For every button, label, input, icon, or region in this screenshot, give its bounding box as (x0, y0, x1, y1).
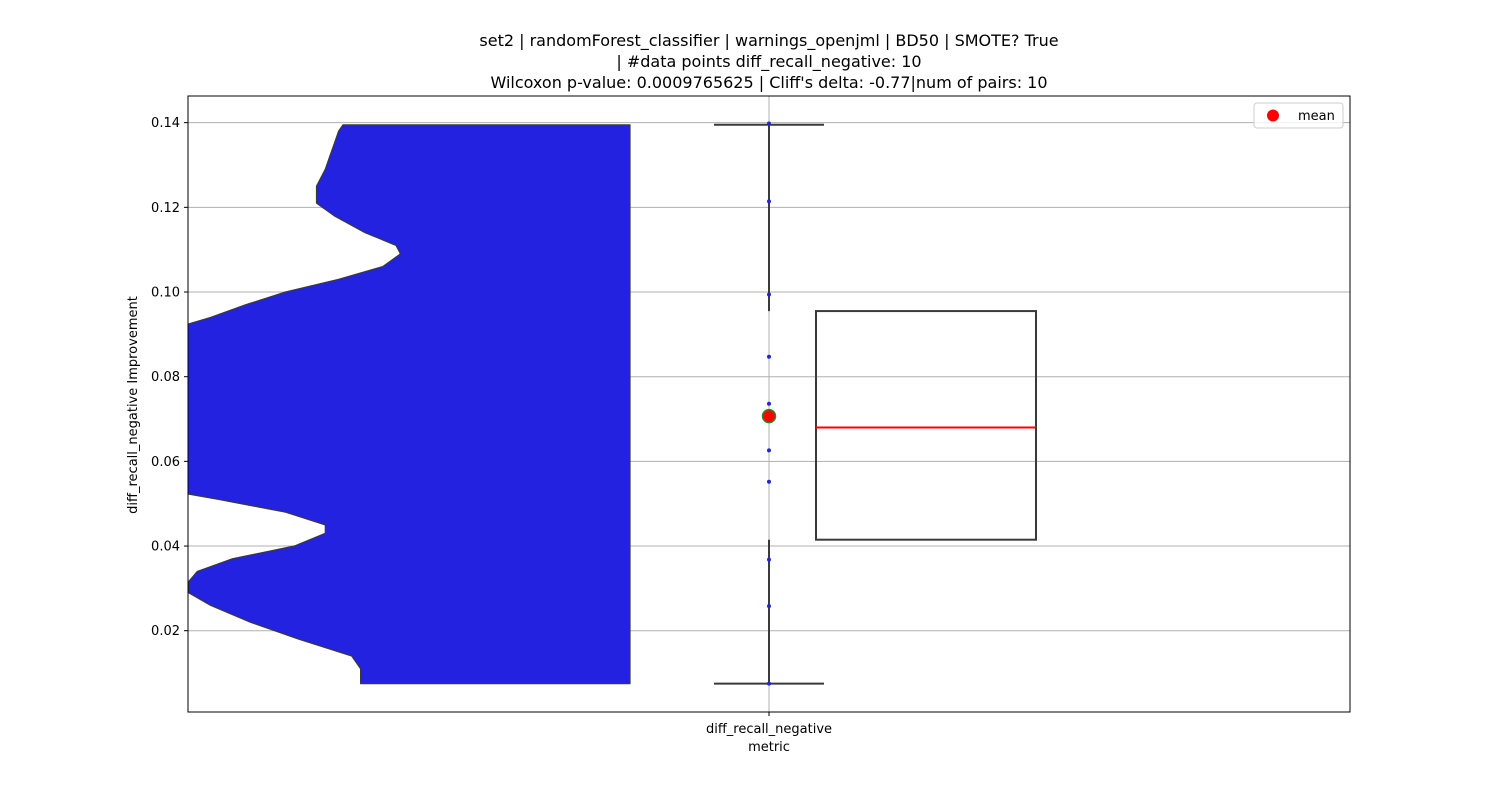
x-tick-label: diff_recall_negative (706, 722, 832, 737)
legend-mean-label: mean (1298, 109, 1335, 124)
data-point (767, 448, 771, 453)
data-point (767, 479, 771, 484)
y-tick-label: 0.04 (151, 540, 180, 555)
chart-title-line-2: | #data points diff_recall_negative: 10 (616, 52, 921, 72)
y-tick-label: 0.12 (151, 201, 180, 216)
data-point (767, 199, 771, 204)
data-points-group (761, 121, 777, 686)
data-point (767, 292, 771, 297)
y-tick-label: 0.02 (151, 624, 180, 639)
mean-marker (761, 408, 777, 424)
chart-title-line-1: set2 | randomForest_classifier | warning… (479, 31, 1058, 51)
data-point (767, 401, 771, 406)
y-axis-label: diff_recall_negative Improvement (126, 296, 141, 514)
legend: mean (1253, 102, 1344, 129)
y-tick-label: 0.08 (151, 370, 180, 385)
data-point (767, 604, 771, 609)
y-tick-label: 0.06 (151, 455, 180, 470)
y-tick-label: 0.14 (151, 116, 180, 131)
legend-mean-marker-icon (1267, 109, 1279, 122)
data-point (767, 557, 771, 562)
x-axis-ticks: diff_recall_negative (706, 712, 832, 737)
data-point (767, 121, 771, 126)
box-iqr (815, 310, 1037, 541)
y-axis-ticks: 0.02 0.04 0.06 0.08 0.10 0.12 0.14 (151, 116, 188, 639)
data-point (767, 681, 771, 686)
chart-title-line-3: Wilcoxon p-value: 0.0009765625 | Cliff's… (490, 73, 1047, 92)
legend-box (1253, 102, 1344, 129)
y-tick-label: 0.10 (151, 286, 180, 301)
data-point (767, 354, 771, 359)
x-axis-label: metric (748, 740, 790, 755)
